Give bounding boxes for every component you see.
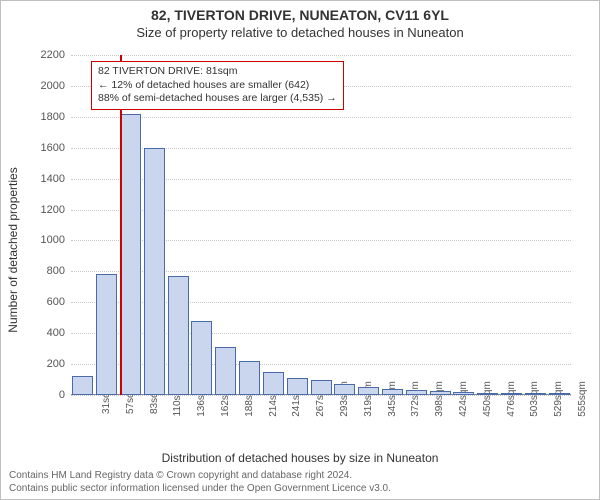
- y-tick-label: 1000: [41, 234, 65, 246]
- x-tick-label: 555sqm: [559, 381, 588, 417]
- footer-line2: Contains public sector information licen…: [9, 483, 391, 496]
- grid-line: [71, 117, 571, 118]
- annotation-box: 82 TIVERTON DRIVE: 81sqm ← 12% of detach…: [91, 61, 344, 110]
- bar: [96, 274, 117, 395]
- annotation-line3: 88% of semi-detached houses are larger (…: [98, 92, 337, 106]
- bar: [120, 114, 141, 395]
- y-tick-label: 200: [47, 358, 65, 370]
- bar: [168, 276, 189, 395]
- y-tick-label: 1800: [41, 111, 65, 123]
- chart-container: 82, TIVERTON DRIVE, NUNEATON, CV11 6YL S…: [0, 0, 600, 500]
- y-tick-label: 1200: [41, 204, 65, 216]
- annotation-line2: ← 12% of detached houses are smaller (64…: [98, 79, 337, 93]
- bar: [144, 148, 165, 395]
- grid-line: [71, 55, 571, 56]
- y-tick-label: 400: [47, 327, 65, 339]
- y-tick-label: 2200: [41, 49, 65, 61]
- chart-title: 82, TIVERTON DRIVE, NUNEATON, CV11 6YL: [1, 7, 599, 23]
- y-axis-title: Number of detached properties: [6, 167, 20, 332]
- y-tick-label: 0: [59, 389, 65, 401]
- y-tick-label: 600: [47, 296, 65, 308]
- footer-line1: Contains HM Land Registry data © Crown c…: [9, 470, 391, 483]
- y-tick-label: 1400: [41, 173, 65, 185]
- y-tick-label: 2000: [41, 80, 65, 92]
- plot-area: 0200400600800100012001400160018002000220…: [71, 55, 571, 395]
- chart-subtitle: Size of property relative to detached ho…: [1, 25, 599, 40]
- x-axis-title: Distribution of detached houses by size …: [1, 451, 599, 465]
- y-tick-label: 800: [47, 265, 65, 277]
- annotation-line1: 82 TIVERTON DRIVE: 81sqm: [98, 65, 337, 79]
- y-tick-label: 1600: [41, 142, 65, 154]
- footer: Contains HM Land Registry data © Crown c…: [9, 470, 391, 495]
